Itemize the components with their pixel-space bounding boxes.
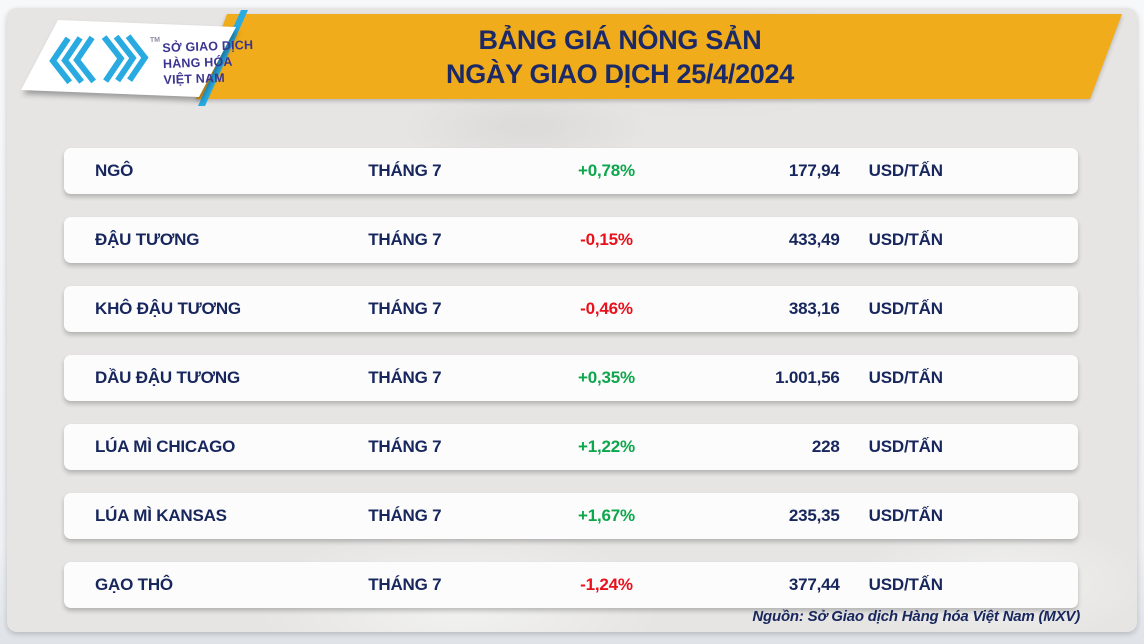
price-row: NGÔ THÁNG 7 +0,78% 177,94 USD/TẤN (64, 148, 1078, 194)
logo-org-line3: VIỆT NAM (163, 70, 225, 87)
commodity-name: ĐẬU TƯƠNG (95, 230, 200, 249)
mxv-logo: TM SỞ GIAO DỊCH HÀNG HÓA VIỆT NAM (21, 10, 253, 106)
mxv-chevron-icon (49, 34, 149, 85)
commodity-name: LÚA MÌ CHICAGO (95, 437, 236, 456)
price-row: KHÔ ĐẬU TƯƠNG THÁNG 7 -0,46% 383,16 USD/… (64, 286, 1078, 332)
price-table: NGÔ THÁNG 7 +0,78% 177,94 USD/TẤN ĐẬU TƯ… (64, 148, 1078, 631)
commodity-name: NGÔ (95, 161, 134, 180)
percent-change: +1,22% (578, 437, 635, 456)
percent-change: -0,15% (580, 230, 633, 249)
price-row: DẦU ĐẬU TƯƠNG THÁNG 7 +0,35% 1.001,56 US… (64, 355, 1078, 401)
price-value: 433,49 (788, 230, 840, 249)
trademark-symbol: TM (150, 37, 161, 44)
commodity-name: GẠO THÔ (95, 575, 173, 594)
price-row: ĐẬU TƯƠNG THÁNG 7 -0,15% 433,49 USD/TẤN (64, 217, 1078, 263)
contract-month: THÁNG 7 (368, 437, 442, 456)
price-value: 177,94 (788, 161, 840, 180)
contract-month: THÁNG 7 (368, 575, 442, 594)
commodity-name: LÚA MÌ KANSAS (95, 506, 227, 525)
price-row: GẠO THÔ THÁNG 7 -1,24% 377,44 USD/TẤN (64, 562, 1078, 608)
price-unit: USD/TẤN (868, 575, 943, 594)
cyan-stripe (198, 10, 248, 106)
percent-change: -1,24% (580, 575, 633, 594)
price-value: 228 (811, 437, 840, 456)
logo-org-line2: HÀNG HÓA (163, 54, 233, 71)
page-title-line1: BẢNG GIÁ NÔNG SẢN (478, 24, 762, 55)
price-unit: USD/TẤN (868, 230, 943, 249)
percent-change: +0,35% (578, 368, 635, 387)
commodity-name: KHÔ ĐẬU TƯƠNG (95, 299, 241, 318)
price-unit: USD/TẤN (868, 368, 943, 387)
price-value: 1.001,56 (775, 368, 840, 387)
title-banner: BẢNG GIÁ NÔNG SẢN NGÀY GIAO DỊCH 25/4/20… (0, 0, 1144, 110)
percent-change: -0,46% (580, 299, 633, 318)
logo-org-name: SỞ GIAO DỊCH HÀNG HÓA VIỆT NAM (162, 37, 253, 87)
price-row: LÚA MÌ KANSAS THÁNG 7 +1,67% 235,35 USD/… (64, 493, 1078, 539)
logo-org-line1: SỞ GIAO DỊCH (162, 37, 253, 55)
page-title: BẢNG GIÁ NÔNG SẢN NGÀY GIAO DỊCH 25/4/20… (240, 15, 1000, 98)
price-unit: USD/TẤN (868, 506, 943, 525)
price-unit: USD/TẤN (868, 437, 943, 456)
price-unit: USD/TẤN (868, 161, 943, 180)
commodity-name: DẦU ĐẬU TƯƠNG (95, 368, 240, 387)
title-banner-shape (196, 14, 1122, 99)
percent-change: +1,67% (578, 506, 635, 525)
contract-month: THÁNG 7 (368, 299, 442, 318)
contract-month: THÁNG 7 (368, 161, 442, 180)
price-unit: USD/TẤN (868, 299, 943, 318)
contract-month: THÁNG 7 (368, 368, 442, 387)
price-value: 377,44 (788, 575, 840, 594)
price-value: 235,35 (788, 506, 840, 525)
percent-change: +0,78% (578, 161, 635, 180)
contract-month: THÁNG 7 (368, 230, 442, 249)
source-caption: Nguồn: Sở Giao dịch Hàng hóa Việt Nam (M… (752, 608, 1080, 625)
price-row: LÚA MÌ CHICAGO THÁNG 7 +1,22% 228 USD/TẤ… (64, 424, 1078, 470)
contract-month: THÁNG 7 (368, 506, 442, 525)
price-value: 383,16 (788, 299, 840, 318)
page-title-line2: NGÀY GIAO DỊCH 25/4/2024 (446, 58, 794, 89)
